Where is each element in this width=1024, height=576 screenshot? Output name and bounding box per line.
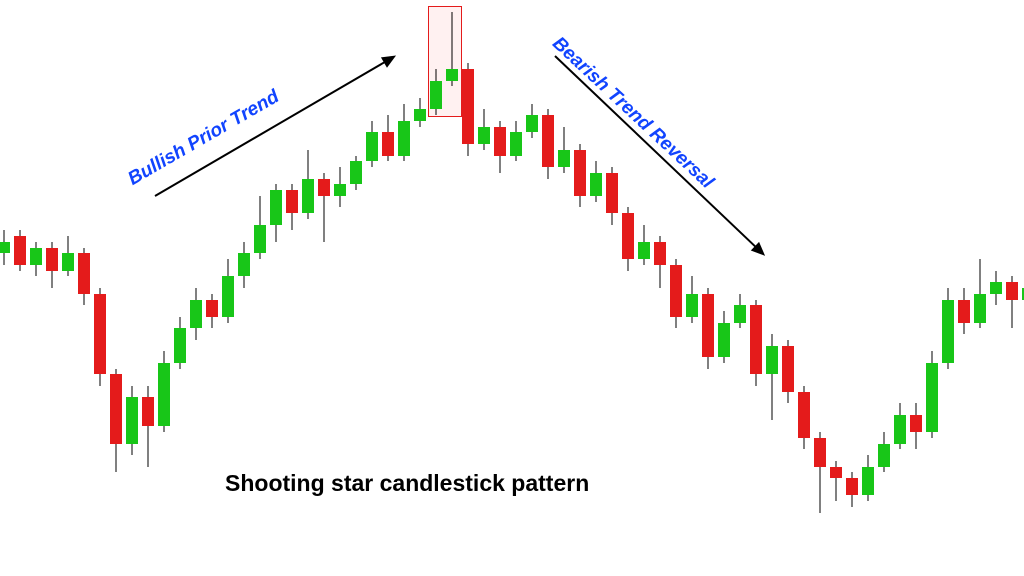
candle: [798, 0, 810, 576]
candle: [910, 0, 922, 576]
candle: [94, 0, 106, 576]
candle: [734, 0, 746, 576]
candle: [894, 0, 906, 576]
chart-caption: Shooting star candlestick pattern: [225, 470, 589, 497]
candle: [846, 0, 858, 576]
candle: [62, 0, 74, 576]
candle: [206, 0, 218, 576]
candle: [782, 0, 794, 576]
candle: [78, 0, 90, 576]
candle: [926, 0, 938, 576]
candle: [654, 0, 666, 576]
candle: [814, 0, 826, 576]
candle: [158, 0, 170, 576]
candle: [958, 0, 970, 576]
candle: [638, 0, 650, 576]
candle: [30, 0, 42, 576]
candle: [174, 0, 186, 576]
candle: [718, 0, 730, 576]
candle: [14, 0, 26, 576]
candle: [766, 0, 778, 576]
candle: [622, 0, 634, 576]
candlestick-chart: Bullish Prior TrendBearish Trend Reversa…: [0, 0, 1024, 576]
candle: [702, 0, 714, 576]
candle: [110, 0, 122, 576]
candle: [974, 0, 986, 576]
candle: [1006, 0, 1018, 576]
candle: [142, 0, 154, 576]
candle: [830, 0, 842, 576]
candle: [862, 0, 874, 576]
candle: [686, 0, 698, 576]
candle: [0, 0, 10, 576]
candle: [878, 0, 890, 576]
candle: [942, 0, 954, 576]
candle: [990, 0, 1002, 576]
candle: [190, 0, 202, 576]
candle: [670, 0, 682, 576]
candle: [126, 0, 138, 576]
candle: [750, 0, 762, 576]
candle: [46, 0, 58, 576]
